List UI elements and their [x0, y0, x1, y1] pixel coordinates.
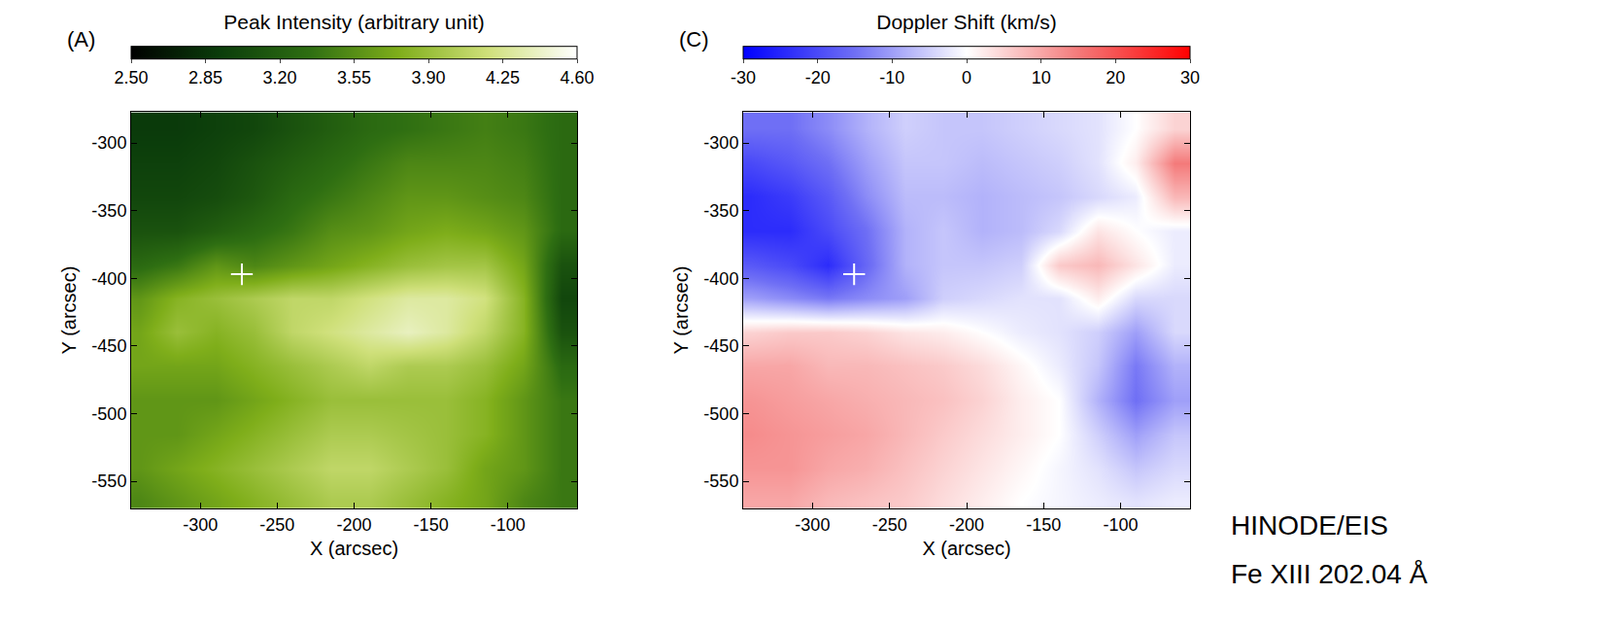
svg-text:-400: -400: [91, 269, 127, 289]
svg-text:-300: -300: [703, 133, 739, 153]
svg-text:4.60: 4.60: [559, 68, 594, 88]
svg-text:Fe XIII 202.04 Å: Fe XIII 202.04 Å: [1230, 558, 1429, 589]
svg-text:4.25: 4.25: [485, 68, 520, 88]
svg-text:-350: -350: [703, 201, 739, 221]
svg-text:0: 0: [961, 68, 972, 88]
svg-text:(A): (A): [67, 27, 96, 52]
svg-text:Y (arcsec): Y (arcsec): [670, 266, 692, 355]
svg-text:30: 30: [1180, 68, 1200, 88]
svg-text:-200: -200: [336, 514, 372, 535]
svg-text:(C): (C): [679, 27, 710, 52]
svg-text:20: 20: [1105, 68, 1125, 88]
svg-text:-20: -20: [805, 68, 831, 88]
svg-text:-550: -550: [703, 471, 739, 491]
svg-text:-10: -10: [879, 68, 905, 88]
svg-text:3.20: 3.20: [262, 68, 297, 88]
svg-text:-400: -400: [703, 269, 739, 289]
svg-text:-500: -500: [91, 404, 127, 424]
svg-text:X (arcsec): X (arcsec): [309, 537, 399, 559]
svg-text:10: 10: [1031, 68, 1052, 88]
svg-text:-200: -200: [949, 514, 985, 535]
svg-text:Doppler Shift (km/s): Doppler Shift (km/s): [876, 10, 1057, 34]
svg-text:-300: -300: [794, 514, 830, 535]
svg-text:-300: -300: [182, 514, 218, 535]
svg-text:Peak Intensity (arbitrary unit: Peak Intensity (arbitrary unit): [223, 10, 484, 34]
svg-text:-300: -300: [91, 133, 127, 153]
svg-text:3.55: 3.55: [337, 68, 372, 88]
svg-text:-500: -500: [703, 404, 739, 424]
svg-text:-250: -250: [259, 514, 295, 535]
svg-text:-150: -150: [413, 514, 449, 535]
svg-text:-350: -350: [91, 201, 127, 221]
svg-text:2.85: 2.85: [188, 68, 223, 88]
svg-text:HINODE/EIS: HINODE/EIS: [1230, 510, 1389, 541]
svg-text:-100: -100: [490, 514, 526, 535]
svg-text:-450: -450: [91, 336, 127, 356]
svg-text:X (arcsec): X (arcsec): [921, 537, 1011, 559]
svg-text:-250: -250: [872, 514, 908, 535]
svg-text:-550: -550: [91, 471, 127, 491]
svg-text:3.90: 3.90: [410, 68, 445, 88]
svg-text:-30: -30: [730, 68, 756, 88]
svg-text:-100: -100: [1103, 514, 1139, 535]
svg-text:2.50: 2.50: [113, 68, 148, 88]
svg-text:-150: -150: [1025, 514, 1061, 535]
svg-text:-450: -450: [703, 336, 739, 356]
svg-text:Y (arcsec): Y (arcsec): [58, 266, 80, 355]
